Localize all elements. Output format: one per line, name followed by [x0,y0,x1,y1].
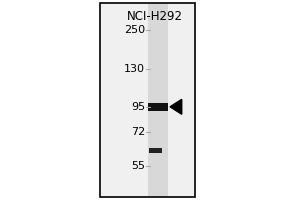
Text: 55: 55 [131,161,145,171]
Bar [149,148,162,153]
Text: 95: 95 [131,102,145,112]
Text: 130: 130 [124,64,145,74]
Bar [148,3,168,197]
Text: 72: 72 [131,127,145,137]
Text: 250: 250 [124,25,145,35]
Polygon shape [170,99,182,114]
Bar [100,3,195,197]
Text: NCI-H292: NCI-H292 [127,10,183,23]
Bar [148,103,168,111]
Bar [100,3,195,197]
